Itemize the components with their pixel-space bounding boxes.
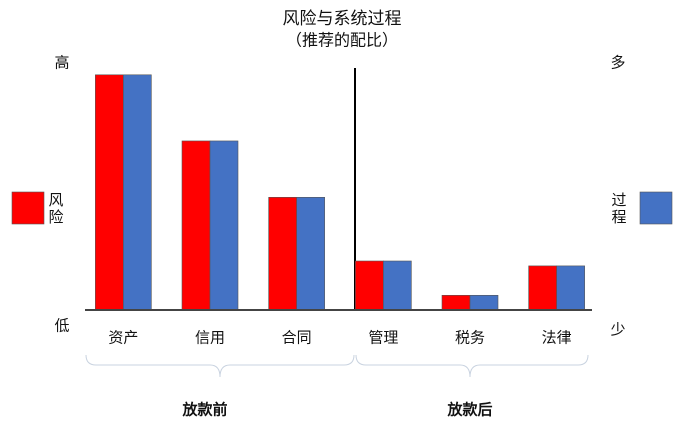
group-brace <box>355 354 589 378</box>
bar <box>181 140 211 311</box>
chart-subtitle: （推荐的配比） <box>286 31 398 50</box>
x-tick-label: 法律 <box>542 329 572 347</box>
x-tick-label: 合同 <box>282 329 312 347</box>
bar <box>441 294 471 311</box>
bar <box>268 197 297 311</box>
x-tick-label: 资产 <box>108 329 138 347</box>
x-tick-label: 信用 <box>195 329 225 347</box>
legend-swatch <box>639 191 673 225</box>
bar <box>383 260 412 311</box>
bar <box>209 140 239 311</box>
x-tick-label: 税务 <box>455 329 485 347</box>
axis-low-label: 少 <box>610 321 625 339</box>
axis-high-label: 高 <box>54 54 69 72</box>
bar <box>296 197 325 311</box>
bar <box>355 260 384 311</box>
axis-low-label: 低 <box>54 317 69 335</box>
axis-high-label: 多 <box>610 54 625 72</box>
bar <box>528 265 557 311</box>
bar <box>556 265 585 311</box>
x-tick-label: 管理 <box>368 329 398 347</box>
legend-label: 过程 <box>610 192 628 226</box>
bar <box>95 74 124 311</box>
group-brace <box>85 354 355 378</box>
chart-title: 风险与系统过程 <box>283 9 402 29</box>
bar <box>123 74 152 311</box>
group-label: 放款前 <box>181 401 227 419</box>
group-label: 放款后 <box>446 401 492 419</box>
legend-swatch <box>11 191 45 225</box>
bar <box>469 294 499 311</box>
legend-label: 风险 <box>47 192 65 226</box>
